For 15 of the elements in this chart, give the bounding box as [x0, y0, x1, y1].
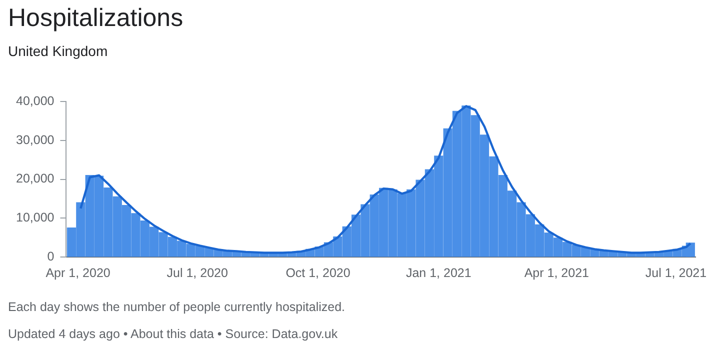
text: Updated 4 days ago • About this data • Source: Data.gov.uk — [8, 327, 338, 341]
y-tick-label: 40,000 — [16, 94, 54, 108]
y-tick-label: 30,000 — [16, 132, 54, 147]
x-tick-label: Apr 1, 2020 — [46, 266, 110, 280]
x-tick-label: Jan 1, 2021 — [406, 266, 472, 280]
chart-subtitle: United Kingdom — [8, 43, 108, 59]
y-tick-label: 20,000 — [16, 172, 54, 186]
y-tick-label: 10,000 — [16, 210, 54, 225]
y-tick-label: 0 — [47, 249, 54, 264]
x-tick-label: Jul 1, 2020 — [166, 266, 228, 280]
text: Each day shows the number of people currently hospitalized. — [8, 300, 345, 314]
x-tick-label: Apr 1, 2021 — [524, 266, 590, 280]
x-tick-label: Oct 1, 2020 — [286, 266, 350, 280]
x-tick-label: Jul 1, 2021 — [645, 266, 707, 280]
chart-title: Hospitalizations — [8, 4, 184, 33]
